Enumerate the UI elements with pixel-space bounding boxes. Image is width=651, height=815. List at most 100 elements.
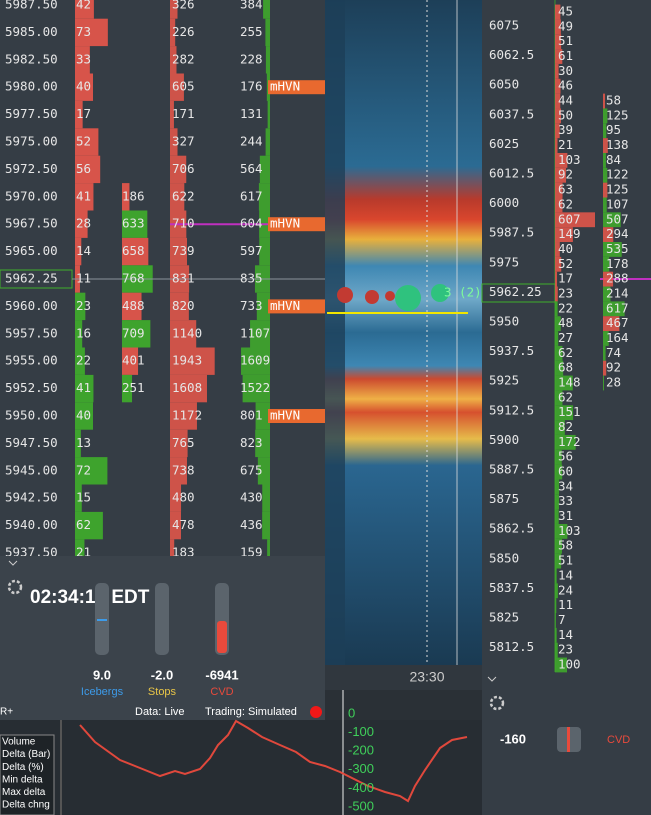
- gauge-fill: [567, 727, 570, 752]
- delta-bar: [603, 375, 604, 391]
- volume: 21: [558, 137, 573, 152]
- volume: 710: [172, 216, 195, 231]
- bid-ask: 73: [76, 24, 91, 39]
- price: 5825: [489, 610, 519, 625]
- profile-bar: [170, 292, 189, 321]
- volume: 62: [558, 196, 573, 211]
- bid-ask: 40: [76, 79, 91, 94]
- delta: 84: [606, 152, 621, 167]
- hvn-tag: [268, 217, 325, 232]
- delta-bar: [603, 331, 609, 346]
- volume-bar: [555, 123, 560, 139]
- price: 5900: [489, 432, 519, 447]
- volume-bar: [75, 320, 83, 348]
- volume: 34: [558, 478, 573, 493]
- delta: 214: [606, 285, 629, 300]
- volume: 51: [558, 33, 573, 48]
- delta-bar: [265, 128, 270, 156]
- trade-bubble: [385, 291, 395, 301]
- volume: 14: [558, 567, 573, 582]
- settings-gear[interactable]: [489, 695, 505, 711]
- hvn-label: mHVN: [270, 298, 300, 313]
- volume-bar: [555, 301, 558, 317]
- bid-ask: 62: [76, 517, 91, 532]
- price: 6062.5: [489, 47, 534, 62]
- gauge-label: CVD: [607, 734, 630, 746]
- bid-ask: 21: [76, 545, 91, 560]
- session-volume: 251: [122, 380, 145, 395]
- gauge-label: CVD: [210, 686, 233, 698]
- delta: 294: [606, 226, 629, 241]
- price: 5957.50: [5, 325, 58, 340]
- volume-bar: [555, 538, 562, 554]
- gauge-value: -160: [500, 731, 526, 746]
- settings-gear[interactable]: [7, 579, 23, 595]
- volume: 739: [172, 243, 195, 258]
- volume-bar: [75, 210, 88, 238]
- gauge-track: [155, 583, 169, 655]
- delta-bar: [262, 484, 270, 512]
- price: 5875: [489, 491, 519, 506]
- volume: 23: [558, 285, 573, 300]
- volume: 44: [558, 93, 573, 108]
- volume-bar: [555, 375, 573, 391]
- price: 5977.50: [5, 106, 58, 121]
- profile-bar: [170, 511, 181, 540]
- delta-bar: [603, 286, 611, 302]
- hvn-label: mHVN: [270, 79, 300, 94]
- collapse-chevron[interactable]: [8, 560, 18, 566]
- bid-ask: 11: [76, 271, 91, 286]
- profile-bar: [170, 539, 175, 567]
- volume-bar: [75, 73, 93, 101]
- volume-bar: [555, 256, 562, 272]
- gauge-fill: [217, 621, 227, 653]
- delta-bar: [267, 100, 270, 129]
- delta: 178: [606, 256, 629, 271]
- price: 5962.25: [489, 284, 542, 299]
- delta: 436: [240, 517, 263, 532]
- delta: 384: [240, 0, 263, 12]
- delta: 159: [240, 545, 263, 560]
- hvn-label: mHVN: [270, 408, 300, 423]
- delta: 835: [240, 271, 263, 286]
- profile-bar: [170, 320, 197, 348]
- hvn-label: mHVN: [270, 216, 300, 231]
- collapse-chevron[interactable]: [487, 676, 497, 682]
- volume-bar: [75, 128, 99, 156]
- volume-bar: [555, 167, 567, 183]
- volume-bar: [555, 434, 576, 450]
- delta-bar: [603, 197, 607, 213]
- volume-bar: [75, 183, 94, 211]
- volume: 326: [172, 0, 195, 12]
- price: 5987.5: [489, 225, 534, 240]
- delta-bar: [603, 212, 621, 228]
- session-volume: 709: [122, 325, 145, 340]
- hvn-tag: [268, 409, 325, 423]
- axis-label: 0: [348, 705, 355, 720]
- delta: 244: [240, 134, 263, 149]
- delta: 228: [240, 51, 263, 66]
- volume-bar: [555, 286, 558, 302]
- delta: 675: [240, 462, 263, 477]
- profile-bar: [170, 402, 197, 430]
- volume-bar: [555, 138, 558, 153]
- delta: 92: [606, 360, 621, 375]
- volume-bar: [555, 19, 561, 35]
- volume-bar: [75, 457, 108, 485]
- gauge-value: -2.0: [151, 667, 173, 682]
- price: 5980.00: [5, 79, 58, 94]
- volume: 39: [558, 122, 573, 137]
- trade-bubble: [337, 287, 353, 303]
- bid-ask: 14: [76, 243, 91, 258]
- volume: 52: [558, 256, 573, 271]
- volume-bar: [555, 242, 560, 257]
- price: 5937.5: [489, 343, 534, 358]
- volume-bar: [555, 316, 561, 332]
- trade-bubble: [431, 284, 449, 302]
- price: 5925: [489, 373, 519, 388]
- volume: 58: [558, 538, 573, 553]
- price: 5975.00: [5, 134, 58, 149]
- delta-bar: [263, 0, 270, 19]
- volume: 831: [172, 271, 195, 286]
- delta: 617: [606, 300, 629, 315]
